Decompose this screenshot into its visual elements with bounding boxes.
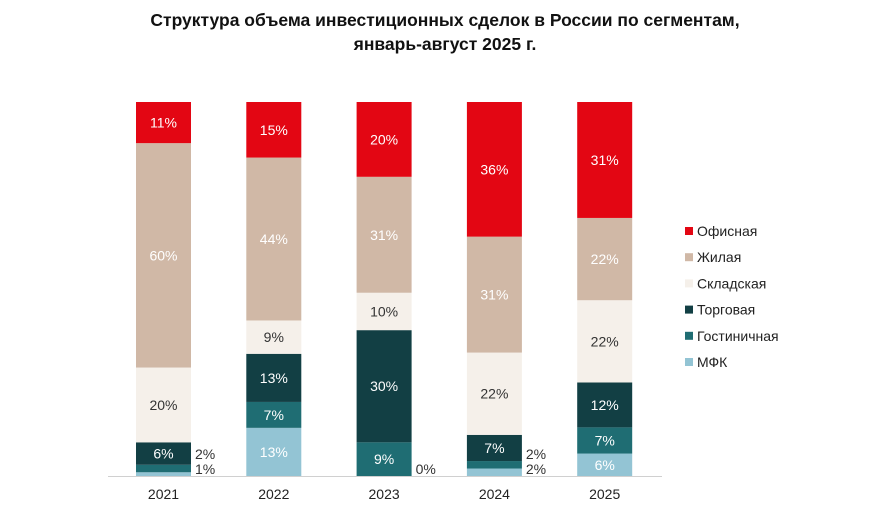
data-label: 9%	[264, 329, 284, 345]
bar-segment	[136, 367, 191, 443]
legend-marker	[685, 253, 693, 262]
x-tick-label: 2021	[148, 486, 179, 502]
bar-segment	[577, 427, 633, 454]
data-label: 20%	[149, 397, 177, 413]
bar-segment	[356, 442, 412, 476]
x-tick-label: 2025	[589, 486, 620, 502]
data-label: 9%	[374, 451, 394, 467]
x-tick-label: 2024	[479, 486, 510, 502]
bar-segment	[136, 472, 191, 476]
bar-segment	[246, 353, 302, 402]
data-label: 7%	[264, 407, 284, 423]
data-label: 31%	[480, 287, 508, 303]
x-tick-label: 2023	[369, 486, 400, 502]
bar-segment	[356, 176, 412, 293]
bar-segment	[577, 382, 633, 428]
bar-segment	[356, 330, 412, 443]
data-label: 30%	[370, 378, 398, 394]
legend-marker	[685, 331, 693, 340]
data-label: 22%	[591, 251, 619, 267]
bar-segment	[246, 401, 302, 428]
legend-label: Офисная	[697, 223, 757, 239]
x-tick-label: 2022	[258, 486, 289, 502]
bar-segment	[577, 102, 633, 218]
bar-segment	[246, 157, 302, 321]
data-label: 2%	[526, 461, 546, 477]
chart-title: Структура объема инвестиционных сделок в…	[0, 8, 890, 56]
data-label: 22%	[480, 386, 508, 402]
bar-segment	[577, 217, 633, 301]
bar-segment	[466, 102, 522, 237]
data-label: 13%	[260, 370, 288, 386]
data-label: 60%	[149, 247, 177, 263]
data-label: 7%	[595, 432, 615, 448]
bar-segment	[136, 442, 191, 465]
bar-segment	[246, 320, 302, 354]
bar-segment	[136, 143, 191, 368]
data-label: 22%	[591, 333, 619, 349]
legend-marker	[685, 227, 693, 235]
chart-title-line2: январь-август 2025 г.	[353, 34, 537, 54]
bar-segment	[577, 453, 633, 476]
bar-segment	[466, 468, 522, 476]
bar-segment	[136, 464, 191, 473]
data-label: 15%	[260, 122, 288, 138]
bar-segment	[466, 352, 522, 435]
data-label: 1%	[195, 461, 215, 477]
data-label: 10%	[370, 303, 398, 319]
legend-marker	[685, 279, 693, 288]
data-label: 20%	[370, 131, 398, 147]
data-label: 44%	[260, 231, 288, 247]
data-label: 11%	[150, 115, 177, 131]
bar-segment	[356, 292, 412, 331]
data-label: 2%	[195, 446, 215, 462]
bar-segment	[466, 434, 522, 462]
data-label: 13%	[260, 444, 288, 460]
data-label: 12%	[591, 397, 619, 413]
bar-segment	[356, 102, 412, 177]
data-label: 7%	[484, 440, 504, 456]
bar-segment	[466, 461, 522, 469]
data-label: 2%	[526, 446, 546, 462]
bar-segment	[246, 102, 302, 158]
legend-marker	[685, 358, 693, 366]
legend-marker	[685, 305, 693, 314]
data-label: 6%	[153, 446, 173, 462]
data-label: 36%	[480, 161, 508, 177]
bar-segment	[246, 427, 302, 476]
bar-segment	[577, 300, 633, 383]
data-label: 31%	[591, 152, 619, 168]
legend-label: Гостиничная	[697, 328, 779, 344]
bar-segment	[136, 102, 191, 144]
data-label: 0%	[416, 461, 436, 477]
bar-segment	[466, 236, 522, 353]
legend-label: Жилая	[697, 249, 741, 265]
legend-label: МФК	[697, 354, 728, 370]
legend-label: Торговая	[697, 302, 755, 318]
legend-label: Складская	[697, 275, 766, 291]
data-label: 31%	[370, 227, 398, 243]
data-label: 6%	[595, 457, 615, 473]
chart-title-line1: Структура объема инвестиционных сделок в…	[150, 10, 740, 30]
